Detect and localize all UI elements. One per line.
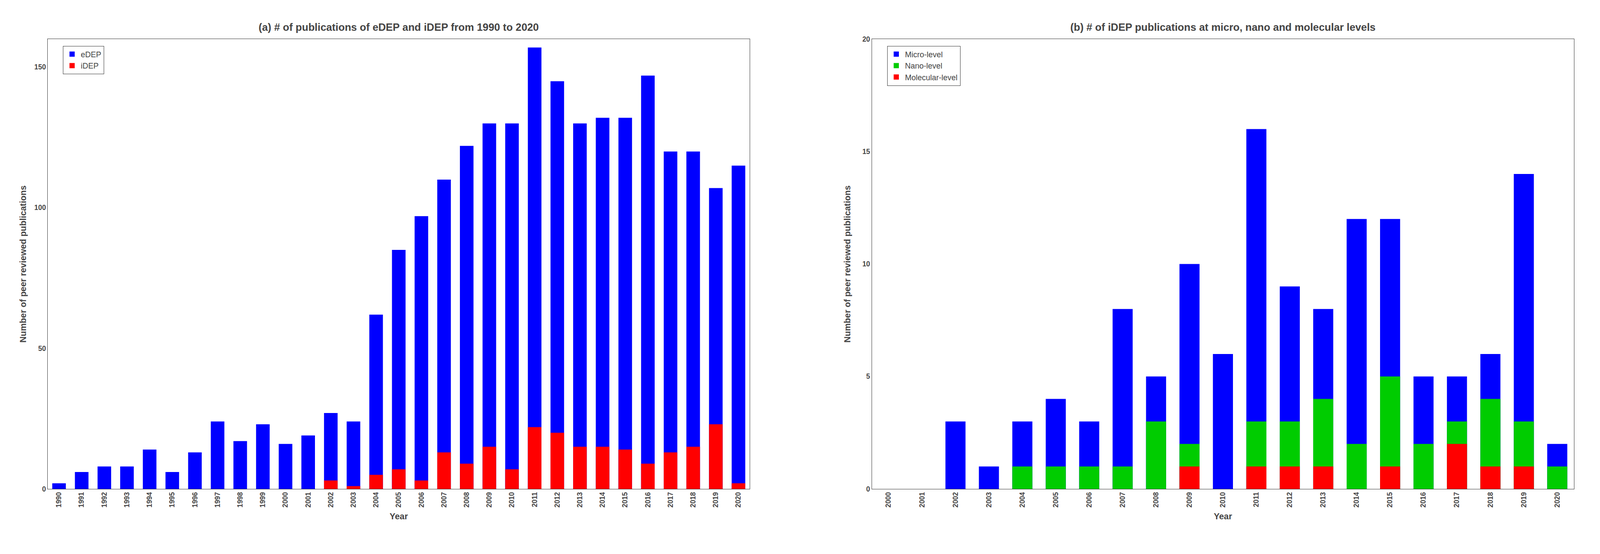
svg-text:2009: 2009 — [485, 491, 493, 508]
svg-text:Number of peer reviewed public: Number of peer reviewed publications — [18, 185, 28, 343]
svg-text:2008: 2008 — [1152, 491, 1160, 508]
svg-text:eDEP: eDEP — [80, 50, 102, 60]
svg-text:1990: 1990 — [55, 491, 63, 508]
svg-text:Number of peer reviewed public: Number of peer reviewed publications — [842, 185, 853, 343]
svg-text:2018: 2018 — [689, 491, 697, 508]
svg-text:1992: 1992 — [100, 491, 109, 508]
svg-text:2000: 2000 — [884, 491, 892, 508]
svg-text:Year: Year — [389, 511, 408, 522]
svg-text:2004: 2004 — [1018, 491, 1027, 508]
svg-text:2008: 2008 — [462, 491, 471, 508]
svg-text:2020: 2020 — [734, 491, 742, 508]
svg-text:1999: 1999 — [259, 491, 267, 508]
svg-text:iDEP: iDEP — [80, 61, 99, 71]
svg-text:50: 50 — [38, 344, 46, 353]
svg-text:2005: 2005 — [1052, 491, 1060, 508]
svg-text:Micro-level: Micro-level — [904, 50, 943, 60]
svg-text:100: 100 — [34, 203, 46, 212]
svg-text:1993: 1993 — [123, 491, 131, 508]
svg-text:2009: 2009 — [1185, 491, 1194, 508]
svg-text:Nano-level: Nano-level — [904, 61, 943, 71]
svg-text:2002: 2002 — [951, 491, 960, 508]
svg-text:1996: 1996 — [191, 491, 199, 508]
svg-text:2015: 2015 — [1386, 491, 1394, 508]
svg-text:2001: 2001 — [304, 491, 312, 508]
svg-text:2017: 2017 — [1452, 491, 1461, 508]
svg-text:2010: 2010 — [1219, 491, 1227, 508]
svg-text:0: 0 — [42, 485, 46, 493]
svg-text:2003: 2003 — [985, 491, 993, 508]
svg-text:2011: 2011 — [1252, 491, 1260, 508]
svg-text:15: 15 — [862, 147, 871, 156]
svg-text:0: 0 — [866, 485, 871, 493]
svg-text:2000: 2000 — [281, 491, 289, 508]
svg-text:2013: 2013 — [1319, 491, 1327, 508]
svg-text:2012: 2012 — [1285, 491, 1294, 508]
svg-text:Year: Year — [1213, 511, 1233, 522]
svg-text:2019: 2019 — [1520, 491, 1528, 508]
svg-text:2014: 2014 — [1352, 491, 1361, 508]
svg-text:2017: 2017 — [666, 491, 675, 508]
svg-text:2001: 2001 — [918, 491, 926, 508]
svg-text:1991: 1991 — [78, 491, 86, 508]
svg-text:2013: 2013 — [576, 491, 584, 508]
svg-text:150: 150 — [34, 63, 46, 71]
svg-text:2019: 2019 — [711, 491, 720, 508]
svg-text:2010: 2010 — [508, 491, 516, 508]
svg-text:2006: 2006 — [1085, 491, 1093, 508]
svg-text:5: 5 — [866, 372, 871, 381]
svg-text:10: 10 — [862, 260, 871, 268]
svg-text:1998: 1998 — [236, 491, 244, 508]
svg-text:1997: 1997 — [213, 491, 222, 508]
svg-text:2015: 2015 — [621, 491, 629, 508]
svg-text:2012: 2012 — [553, 491, 561, 508]
svg-text:2007: 2007 — [440, 491, 448, 508]
svg-text:2018: 2018 — [1486, 491, 1495, 508]
svg-text:1994: 1994 — [145, 491, 154, 508]
svg-text:2016: 2016 — [1419, 491, 1427, 508]
svg-text:2014: 2014 — [598, 491, 607, 508]
svg-text:2011: 2011 — [531, 491, 539, 508]
svg-text:2006: 2006 — [417, 491, 426, 508]
svg-text:2003: 2003 — [349, 491, 358, 508]
svg-text:(a) # of publications of eDEP: (a) # of publications of eDEP and iDEP f… — [258, 21, 539, 33]
svg-text:20: 20 — [862, 35, 871, 43]
svg-text:2020: 2020 — [1553, 491, 1561, 508]
svg-text:(b) # of iDEP publications at: (b) # of iDEP publications at micro, nan… — [1070, 21, 1376, 33]
svg-text:2004: 2004 — [372, 491, 380, 508]
svg-text:2002: 2002 — [327, 491, 335, 508]
svg-text:1995: 1995 — [168, 491, 176, 508]
svg-text:2007: 2007 — [1118, 491, 1127, 508]
svg-text:Molecular-level: Molecular-level — [904, 73, 958, 82]
svg-text:2005: 2005 — [394, 491, 403, 508]
svg-text:2016: 2016 — [644, 491, 652, 508]
